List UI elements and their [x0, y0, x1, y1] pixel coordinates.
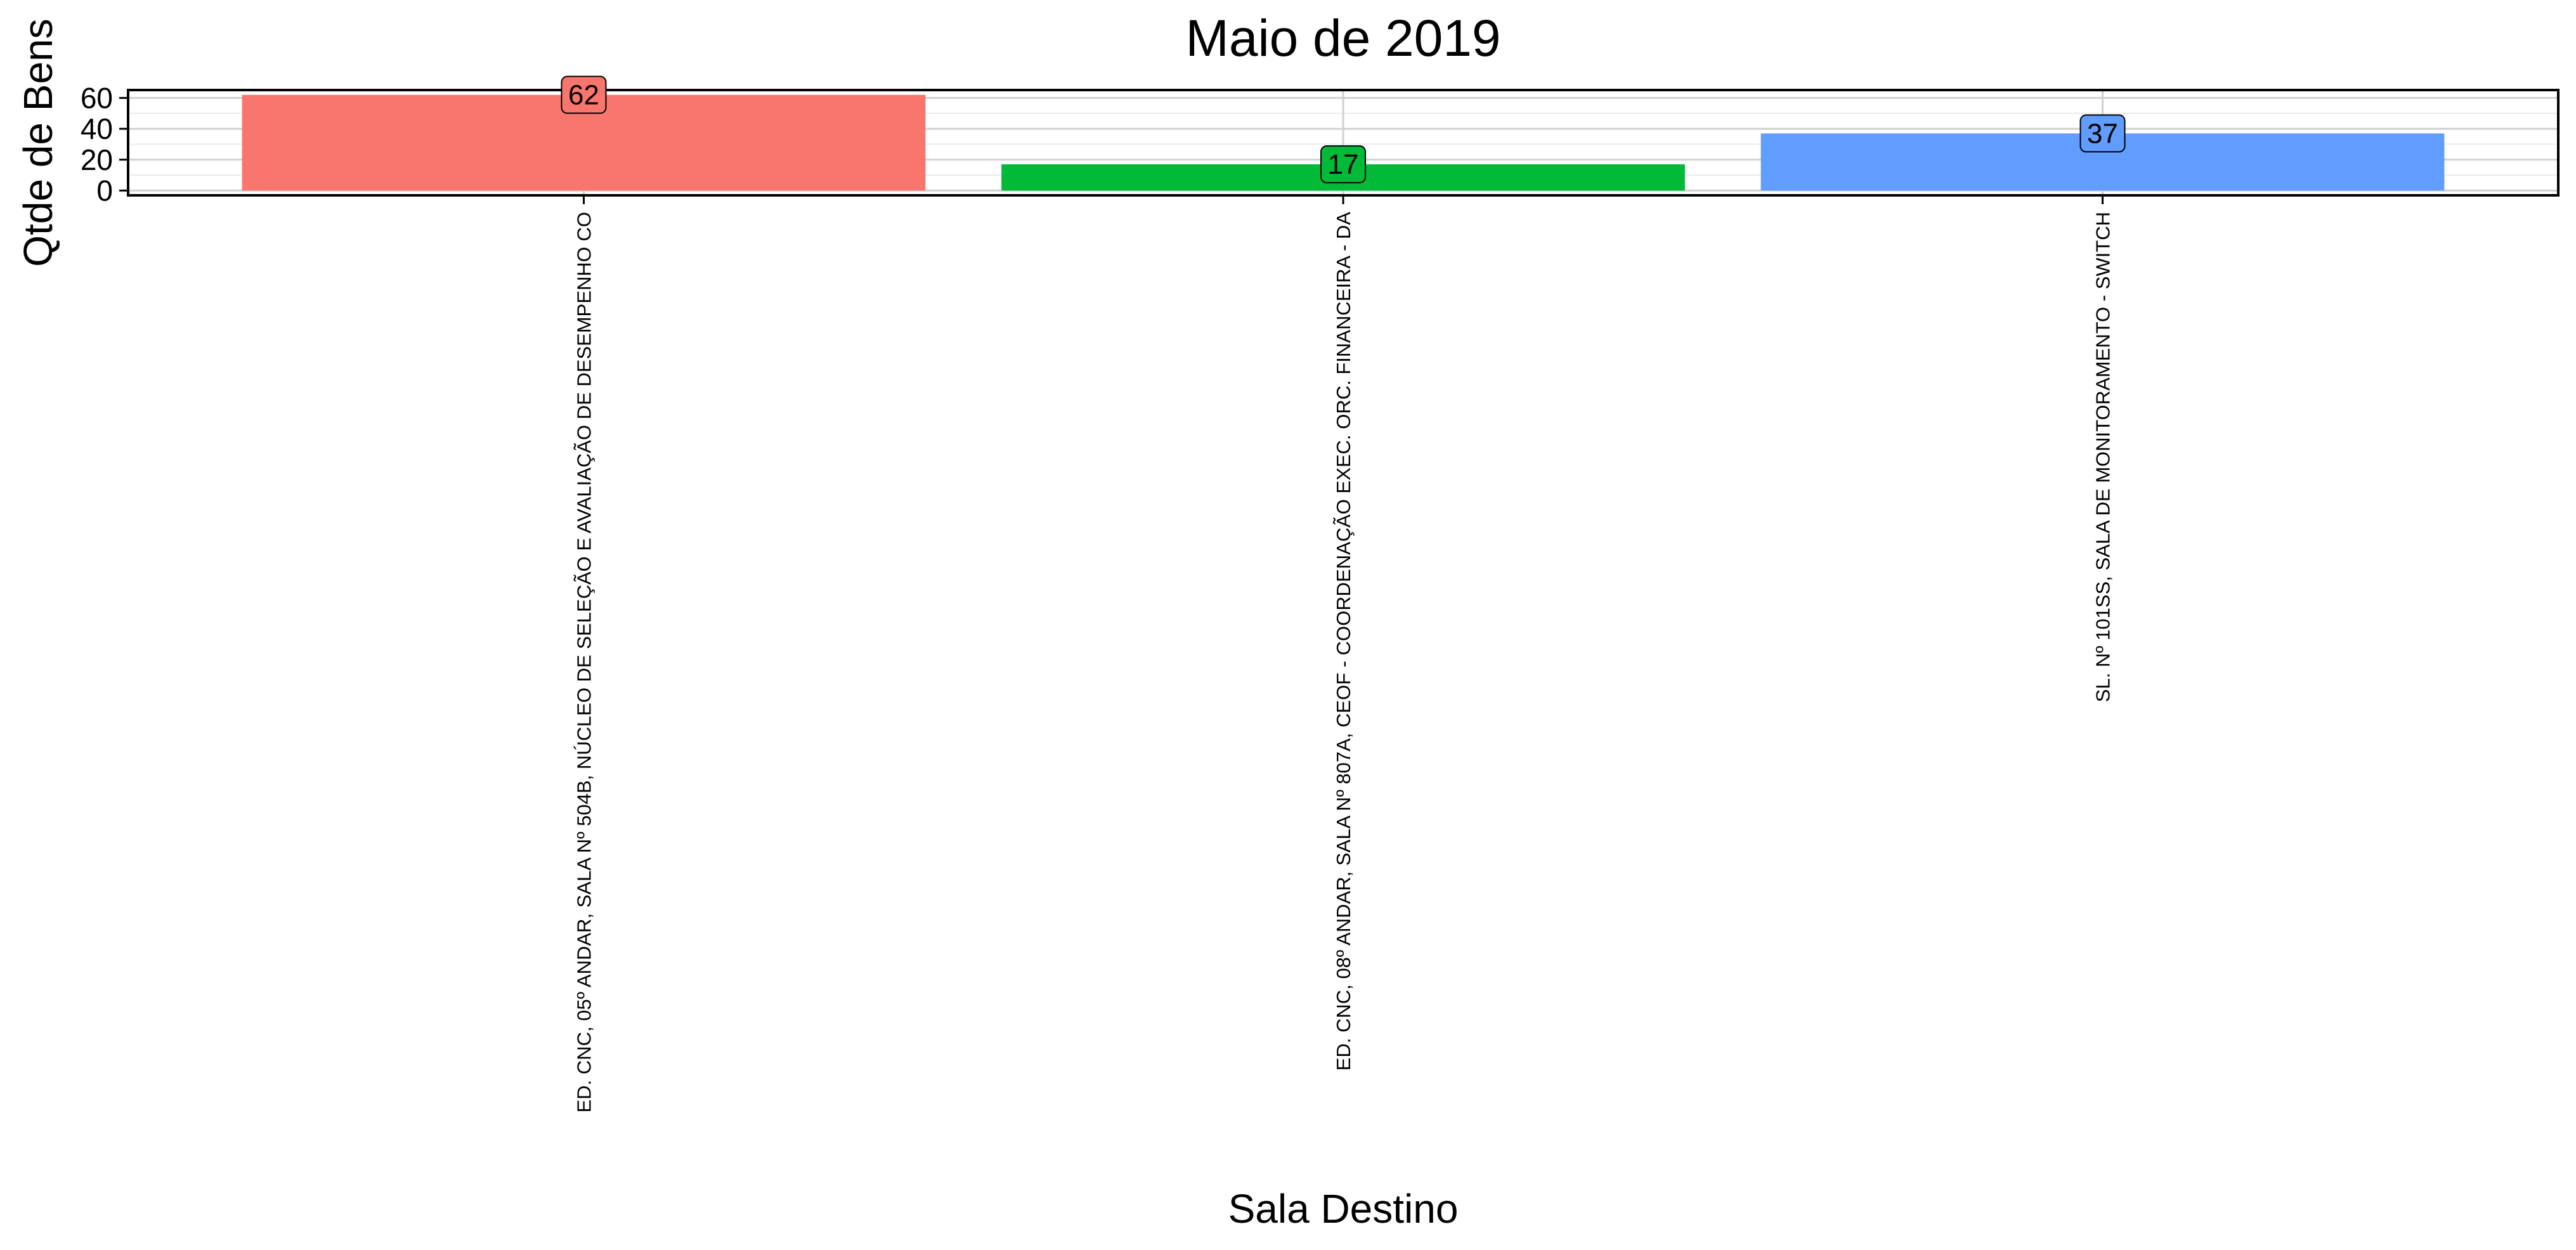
- x-tick-label: ED. CNC, 08º ANDAR, SALA Nº 807A, CEOF -…: [1332, 212, 1355, 1071]
- x-tick-label: SL. Nº 101SS, SALA DE MONITORAMENTO - SW…: [2092, 212, 2114, 702]
- data-label: 37: [2079, 114, 2126, 153]
- data-label: 17: [1320, 145, 1366, 184]
- data-label-text: 17: [1328, 149, 1359, 180]
- data-label-text: 37: [2087, 118, 2118, 149]
- data-label-text: 62: [568, 80, 599, 111]
- chart-title: Maio de 2019: [1186, 10, 1501, 67]
- data-label-box: [2079, 114, 2126, 153]
- y-tick-label: 0: [96, 174, 113, 207]
- x-axis-ticks: ED. CNC, 05º ANDAR, SALA Nº 504B, NÚCLEO…: [573, 195, 2114, 1112]
- y-axis-title: Qtde de Bens: [15, 18, 61, 266]
- y-tick-label: 40: [81, 112, 113, 145]
- y-tick-label: 20: [81, 143, 113, 176]
- x-axis-title: Sala Destino: [1228, 1186, 1459, 1232]
- y-tick-label: 60: [81, 81, 113, 114]
- data-label: 62: [561, 75, 607, 114]
- data-label-box: [561, 75, 607, 114]
- data-label-box: [1320, 145, 1366, 184]
- data-labels: 62 17 37: [561, 75, 2126, 184]
- x-tick-label: ED. CNC, 05º ANDAR, SALA Nº 504B, NÚCLEO…: [573, 212, 595, 1112]
